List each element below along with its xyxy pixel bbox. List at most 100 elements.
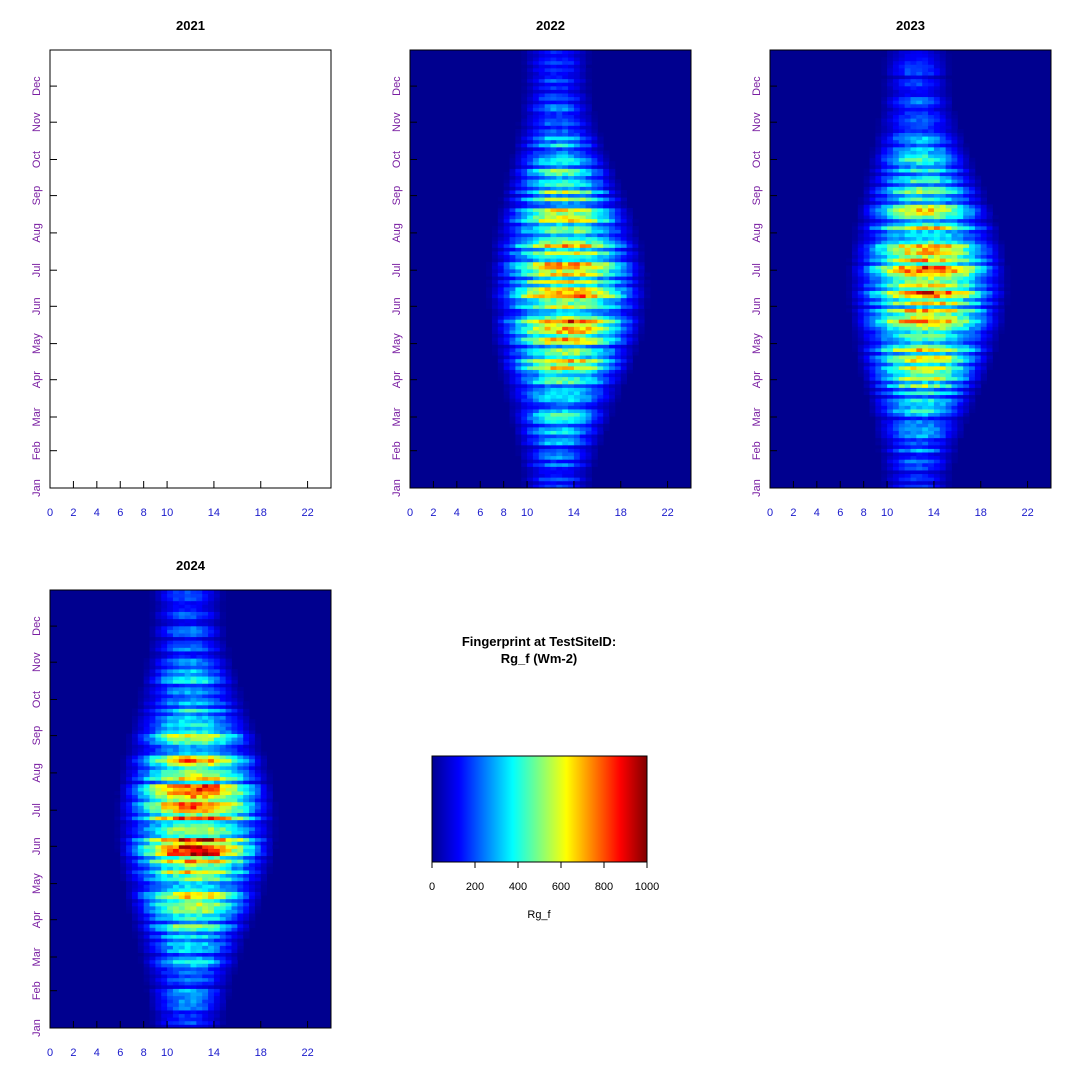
heatmap-cell xyxy=(538,103,546,108)
heatmap-cell xyxy=(544,146,551,151)
heatmap-cell xyxy=(573,473,581,478)
heatmap-cell xyxy=(609,315,616,320)
heatmap-cell xyxy=(998,272,1005,277)
heatmap-cell xyxy=(550,121,557,126)
heatmap-cell xyxy=(491,258,499,263)
heatmap-cell xyxy=(532,222,540,227)
heatmap-cell xyxy=(503,186,510,191)
heatmap-cell xyxy=(532,416,540,421)
heatmap-cell xyxy=(579,462,587,467)
heatmap-cell xyxy=(898,419,906,424)
heatmap-cell xyxy=(898,207,906,212)
heatmap-cell xyxy=(532,434,540,439)
heatmap-cell xyxy=(591,146,598,151)
heatmap-cell xyxy=(969,258,976,263)
heatmap-cell xyxy=(969,365,976,370)
heatmap-cell xyxy=(980,279,987,284)
heatmap-cell xyxy=(933,355,941,360)
heatmap-cell xyxy=(609,394,616,399)
heatmap-cell xyxy=(591,333,598,338)
heatmap-cell xyxy=(573,434,581,439)
heatmap-cell xyxy=(928,330,935,335)
heatmap-cell xyxy=(515,139,522,144)
heatmap-cell xyxy=(196,1020,203,1025)
heatmap-cell xyxy=(579,175,587,180)
x-tick-label: 8 xyxy=(861,507,867,519)
heatmap-cell xyxy=(945,473,952,478)
heatmap-cell xyxy=(503,290,510,295)
plot-frame xyxy=(49,49,332,489)
heatmap-cell xyxy=(562,398,569,403)
heatmap-cell xyxy=(550,57,557,62)
heatmap-cell xyxy=(562,423,569,428)
heatmap-cell xyxy=(573,430,581,435)
heatmap-cell xyxy=(892,351,900,356)
heatmap-cell xyxy=(957,369,964,374)
y-tick-label: May xyxy=(751,333,763,354)
heatmap-cell xyxy=(951,312,958,317)
heatmap-cell xyxy=(887,462,894,467)
heatmap-cell xyxy=(898,254,906,259)
heatmap-cell xyxy=(562,182,569,187)
heatmap-cell xyxy=(922,398,929,403)
heatmap-cell xyxy=(568,53,575,58)
heatmap-cell xyxy=(887,254,894,259)
heatmap-cell xyxy=(922,459,929,464)
heatmap-cell xyxy=(933,330,941,335)
heatmap-cell xyxy=(579,93,587,98)
heatmap-cell xyxy=(887,107,894,112)
heatmap-cell xyxy=(887,75,894,80)
heatmap-cell xyxy=(857,333,865,338)
heatmap-cell xyxy=(585,337,592,342)
heatmap-cell xyxy=(881,254,888,259)
heatmap-cell xyxy=(538,164,546,169)
heatmap-cell xyxy=(527,233,534,238)
heatmap-cell xyxy=(591,369,598,374)
heatmap-cell xyxy=(892,326,900,331)
heatmap-cell xyxy=(863,297,870,302)
heatmap-cell xyxy=(957,276,964,281)
heatmap-cell xyxy=(573,89,581,94)
y-tick-label: Oct xyxy=(391,151,403,168)
heatmap-cell xyxy=(597,265,604,270)
heatmap-cell xyxy=(933,261,941,266)
heatmap-cell xyxy=(532,197,540,202)
heatmap-cell xyxy=(980,297,987,302)
heatmap-cell xyxy=(609,225,616,230)
heatmap-cell xyxy=(620,326,627,331)
heatmap-cell xyxy=(556,57,563,62)
heatmap-cell xyxy=(573,337,581,342)
heatmap-cell xyxy=(603,409,610,414)
heatmap-cell xyxy=(969,380,976,385)
heatmap-cell xyxy=(591,405,598,410)
heatmap-cell xyxy=(527,297,534,302)
heatmap-cell xyxy=(892,358,900,363)
heatmap-cell xyxy=(916,182,929,187)
heatmap-cell xyxy=(898,67,906,72)
heatmap-cell xyxy=(544,297,551,302)
heatmap-cell xyxy=(933,60,941,65)
heatmap-cell xyxy=(172,1002,180,1007)
heatmap-cell xyxy=(892,387,900,392)
heatmap-cell xyxy=(945,290,952,295)
heatmap-cell xyxy=(933,157,941,162)
heatmap-cell xyxy=(597,150,604,155)
heatmap-cell xyxy=(887,172,894,177)
heatmap-cell xyxy=(527,480,534,485)
heatmap-cell xyxy=(515,243,522,248)
heatmap-cell xyxy=(556,211,563,216)
heatmap-cell xyxy=(609,380,616,385)
heatmap-cell xyxy=(544,398,551,403)
heatmap-cell xyxy=(904,100,911,105)
heatmap-cell xyxy=(939,405,947,410)
heatmap-cell xyxy=(538,64,546,69)
heatmap-cell xyxy=(521,265,528,270)
heatmap-cell xyxy=(609,193,616,198)
heatmap-cell xyxy=(585,362,592,367)
heatmap-cell xyxy=(550,157,557,162)
heatmap-cell xyxy=(951,179,958,184)
heatmap-cell xyxy=(963,254,970,259)
heatmap-cell xyxy=(980,347,987,352)
heatmap-cell xyxy=(527,258,534,263)
heatmap-cell xyxy=(597,437,604,442)
